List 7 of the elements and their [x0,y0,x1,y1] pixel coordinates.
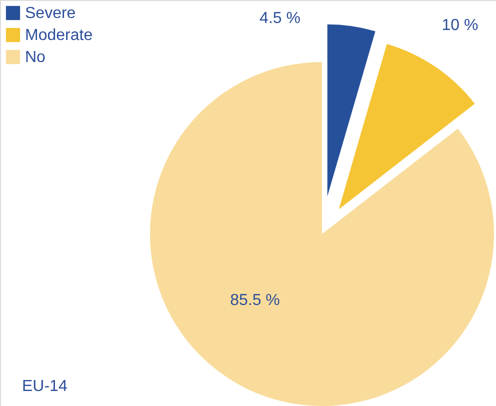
data-label: 4.5 % [260,10,300,27]
text: EU-14 [22,378,68,395]
legend-label: Severe [25,5,76,22]
data-label: 10 % [442,17,478,34]
data-label: 85.5 % [230,292,280,309]
legend-label: No [25,49,46,66]
legend-label: Moderate [25,27,93,44]
